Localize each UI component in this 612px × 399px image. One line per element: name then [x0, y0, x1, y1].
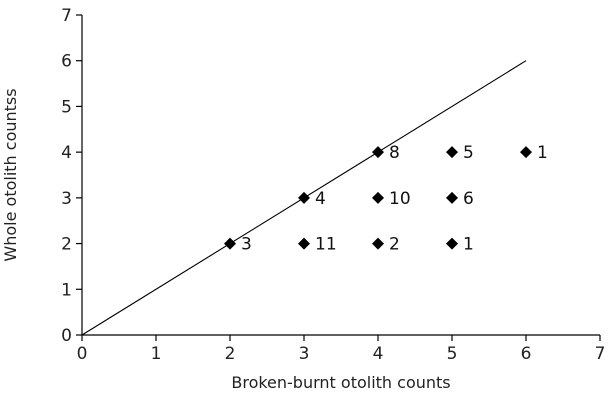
- data-point-label: 1: [537, 143, 548, 163]
- x-axis-title: Broken-burnt otolith counts: [231, 373, 450, 392]
- y-tick-label: 7: [61, 6, 72, 26]
- y-axis-title: Whole otolith countss: [1, 88, 20, 261]
- x-tick-label: 6: [521, 344, 532, 364]
- y-tick-label: 2: [61, 235, 72, 255]
- x-tick-label: 2: [225, 344, 236, 364]
- data-point-label: 2: [389, 235, 400, 255]
- x-tick-label: 0: [77, 344, 88, 364]
- data-points: [224, 146, 532, 250]
- data-point-diamond: [298, 191, 310, 204]
- x-tick-label: 5: [447, 344, 458, 364]
- y-tick-label: 5: [61, 97, 72, 117]
- data-point-diamond: [520, 146, 532, 159]
- y-tick-label: 0: [61, 326, 72, 346]
- data-point-label: 3: [241, 235, 252, 255]
- data-point-label: 4: [315, 189, 326, 209]
- data-point-diamond: [224, 237, 236, 250]
- data-point-label: 11: [315, 235, 337, 255]
- data-point-diamond: [446, 146, 458, 159]
- y-tick-label: 4: [61, 143, 72, 163]
- data-point-diamond: [372, 191, 384, 204]
- x-tick-label: 3: [299, 344, 310, 364]
- data-point-label: 1: [463, 235, 474, 255]
- x-tick-label: 4: [373, 344, 384, 364]
- data-point-diamond: [446, 191, 458, 204]
- data-point-diamond: [372, 237, 384, 250]
- x-tick-label: 7: [595, 344, 606, 364]
- data-point-diamond: [372, 146, 384, 159]
- data-point-label: 8: [389, 143, 400, 163]
- x-tick-label: 1: [151, 344, 162, 364]
- data-point-label: 6: [463, 189, 474, 209]
- y-tick-label: 1: [61, 280, 72, 300]
- tick-marks: [76, 14, 601, 341]
- data-point-label: 10: [389, 189, 411, 209]
- data-point-diamond: [298, 237, 310, 250]
- y-tick-label: 6: [61, 52, 72, 72]
- data-point-diamond: [446, 237, 458, 250]
- y-tick-label: 3: [61, 189, 72, 209]
- axes: [81, 15, 600, 336]
- data-point-label: 5: [463, 143, 474, 163]
- tick-labels: 0 1 2 3 4 5 6 7 0 1 2 3 4 5 6 7: [61, 6, 605, 364]
